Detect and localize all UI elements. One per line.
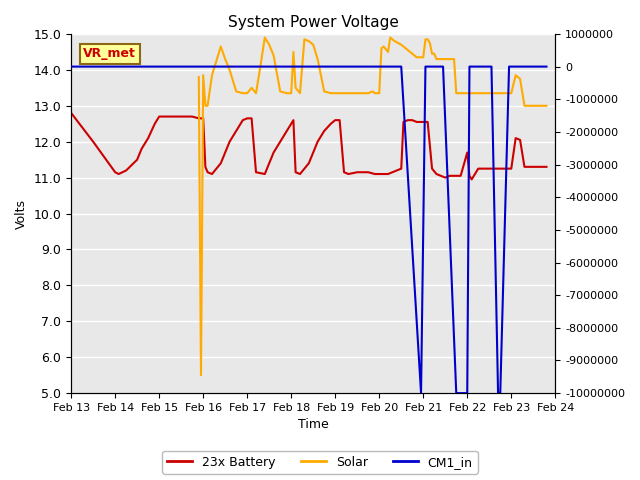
- Y-axis label: Volts: Volts: [15, 199, 28, 228]
- Text: VR_met: VR_met: [83, 48, 136, 60]
- Legend: 23x Battery, Solar, CM1_in: 23x Battery, Solar, CM1_in: [163, 451, 477, 474]
- Title: System Power Voltage: System Power Voltage: [228, 15, 399, 30]
- X-axis label: Time: Time: [298, 419, 328, 432]
